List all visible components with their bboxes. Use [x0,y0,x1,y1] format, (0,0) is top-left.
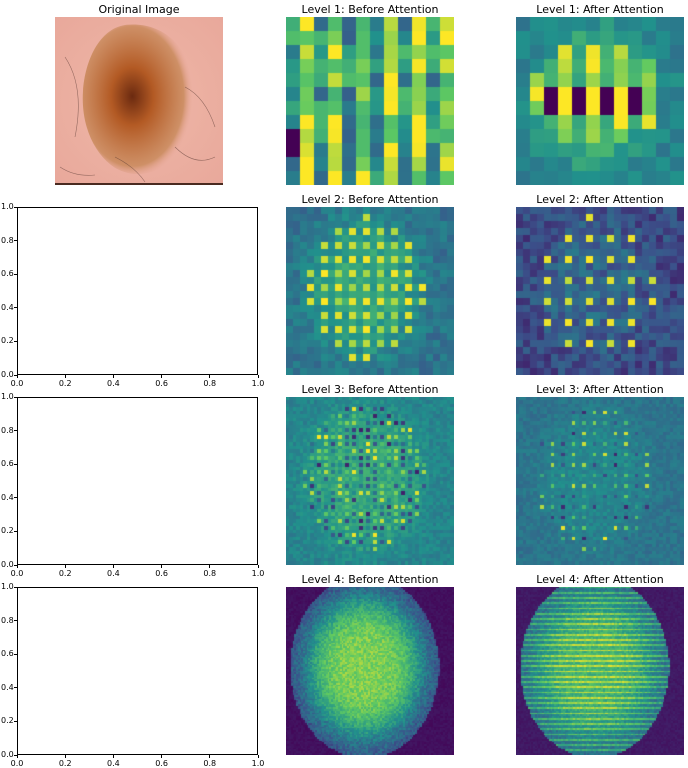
image-bottom-border [55,183,223,185]
heatmap-title-6: Level 3: After Attention [516,383,684,396]
x-tick-label: 1.0 [250,759,266,768]
heatmap-title-5: Level 3: Before Attention [286,383,454,396]
y-tick-mark [14,721,17,722]
heatmap-level4-after [516,587,684,755]
lesion-shape [83,24,193,174]
x-tick-label: 0.2 [57,759,73,768]
x-tick-mark [65,565,66,568]
y-tick-label: 0.0 [1,370,14,379]
heatmap-level1-before [286,17,454,185]
y-tick-label: 1.0 [1,582,14,591]
x-tick-mark [258,565,259,568]
x-tick-mark [113,375,114,378]
y-tick-mark [14,341,17,342]
heatmap-level2-after [516,207,684,375]
x-tick-mark [209,755,210,758]
x-tick-mark [161,565,162,568]
y-tick-mark [14,587,17,588]
original-image-title: Original Image [55,3,223,16]
y-tick-mark [14,687,17,688]
y-tick-label: 0.2 [1,336,14,345]
y-tick-mark [14,274,17,275]
y-tick-label: 0.0 [1,750,14,759]
x-tick-label: 0.4 [105,569,121,578]
y-tick-label: 0.0 [1,560,14,569]
y-tick-mark [14,755,17,756]
x-tick-label: 0.2 [57,569,73,578]
heatmap-level4-before [286,587,454,755]
y-tick-label: 0.2 [1,716,14,725]
original-image-svg [55,17,223,185]
y-tick-mark [14,497,17,498]
y-tick-mark [14,620,17,621]
x-tick-label: 1.0 [250,569,266,578]
y-tick-mark [14,207,17,208]
x-tick-label: 0.6 [154,379,170,388]
y-tick-label: 0.6 [1,649,14,658]
y-tick-label: 1.0 [1,202,14,211]
heatmap-level3-after [516,397,684,565]
x-tick-label: 0.6 [154,759,170,768]
empty-axes-1 [17,207,258,375]
y-tick-mark [14,464,17,465]
heatmap-title-4: Level 2: After Attention [516,193,684,206]
x-tick-mark [209,375,210,378]
x-tick-mark [258,755,259,758]
y-tick-label: 0.8 [1,236,14,245]
heatmap-title-7: Level 4: Before Attention [286,573,454,586]
empty-axes-2 [17,397,258,565]
x-tick-label: 0.2 [57,379,73,388]
y-tick-label: 0.8 [1,616,14,625]
x-tick-mark [161,755,162,758]
x-tick-mark [258,375,259,378]
heatmap-title-2: Level 1: After Attention [516,3,684,16]
x-tick-mark [113,565,114,568]
x-tick-label: 0.8 [202,569,218,578]
y-tick-mark [14,654,17,655]
heatmap-title-3: Level 2: Before Attention [286,193,454,206]
y-tick-label: 0.6 [1,269,14,278]
x-tick-label: 0.4 [105,759,121,768]
x-tick-label: 0.8 [202,759,218,768]
x-tick-label: 0.8 [202,379,218,388]
y-tick-label: 0.2 [1,526,14,535]
x-tick-label: 0.0 [9,569,25,578]
y-tick-mark [14,430,17,431]
x-tick-mark [113,755,114,758]
x-tick-label: 0.0 [9,379,25,388]
y-tick-label: 0.8 [1,426,14,435]
y-tick-label: 0.4 [1,683,14,692]
y-tick-mark [14,397,17,398]
heatmap-title-1: Level 1: Before Attention [286,3,454,16]
x-tick-label: 0.4 [105,379,121,388]
heatmap-title-8: Level 4: After Attention [516,573,684,586]
heatmap-level2-before [286,207,454,375]
x-tick-mark [65,755,66,758]
x-tick-mark [65,375,66,378]
y-tick-label: 1.0 [1,392,14,401]
y-tick-label: 0.4 [1,493,14,502]
x-tick-mark [209,565,210,568]
x-tick-mark [161,375,162,378]
x-tick-label: 1.0 [250,379,266,388]
y-tick-mark [14,307,17,308]
x-tick-label: 0.6 [154,569,170,578]
y-tick-mark [14,565,17,566]
heatmap-level3-before [286,397,454,565]
y-tick-label: 0.6 [1,459,14,468]
x-tick-label: 0.0 [9,759,25,768]
y-tick-mark [14,375,17,376]
y-tick-mark [14,531,17,532]
heatmap-level1-after [516,17,684,185]
y-tick-mark [14,240,17,241]
original-image [55,17,223,185]
y-tick-label: 0.4 [1,303,14,312]
empty-axes-3 [17,587,258,755]
